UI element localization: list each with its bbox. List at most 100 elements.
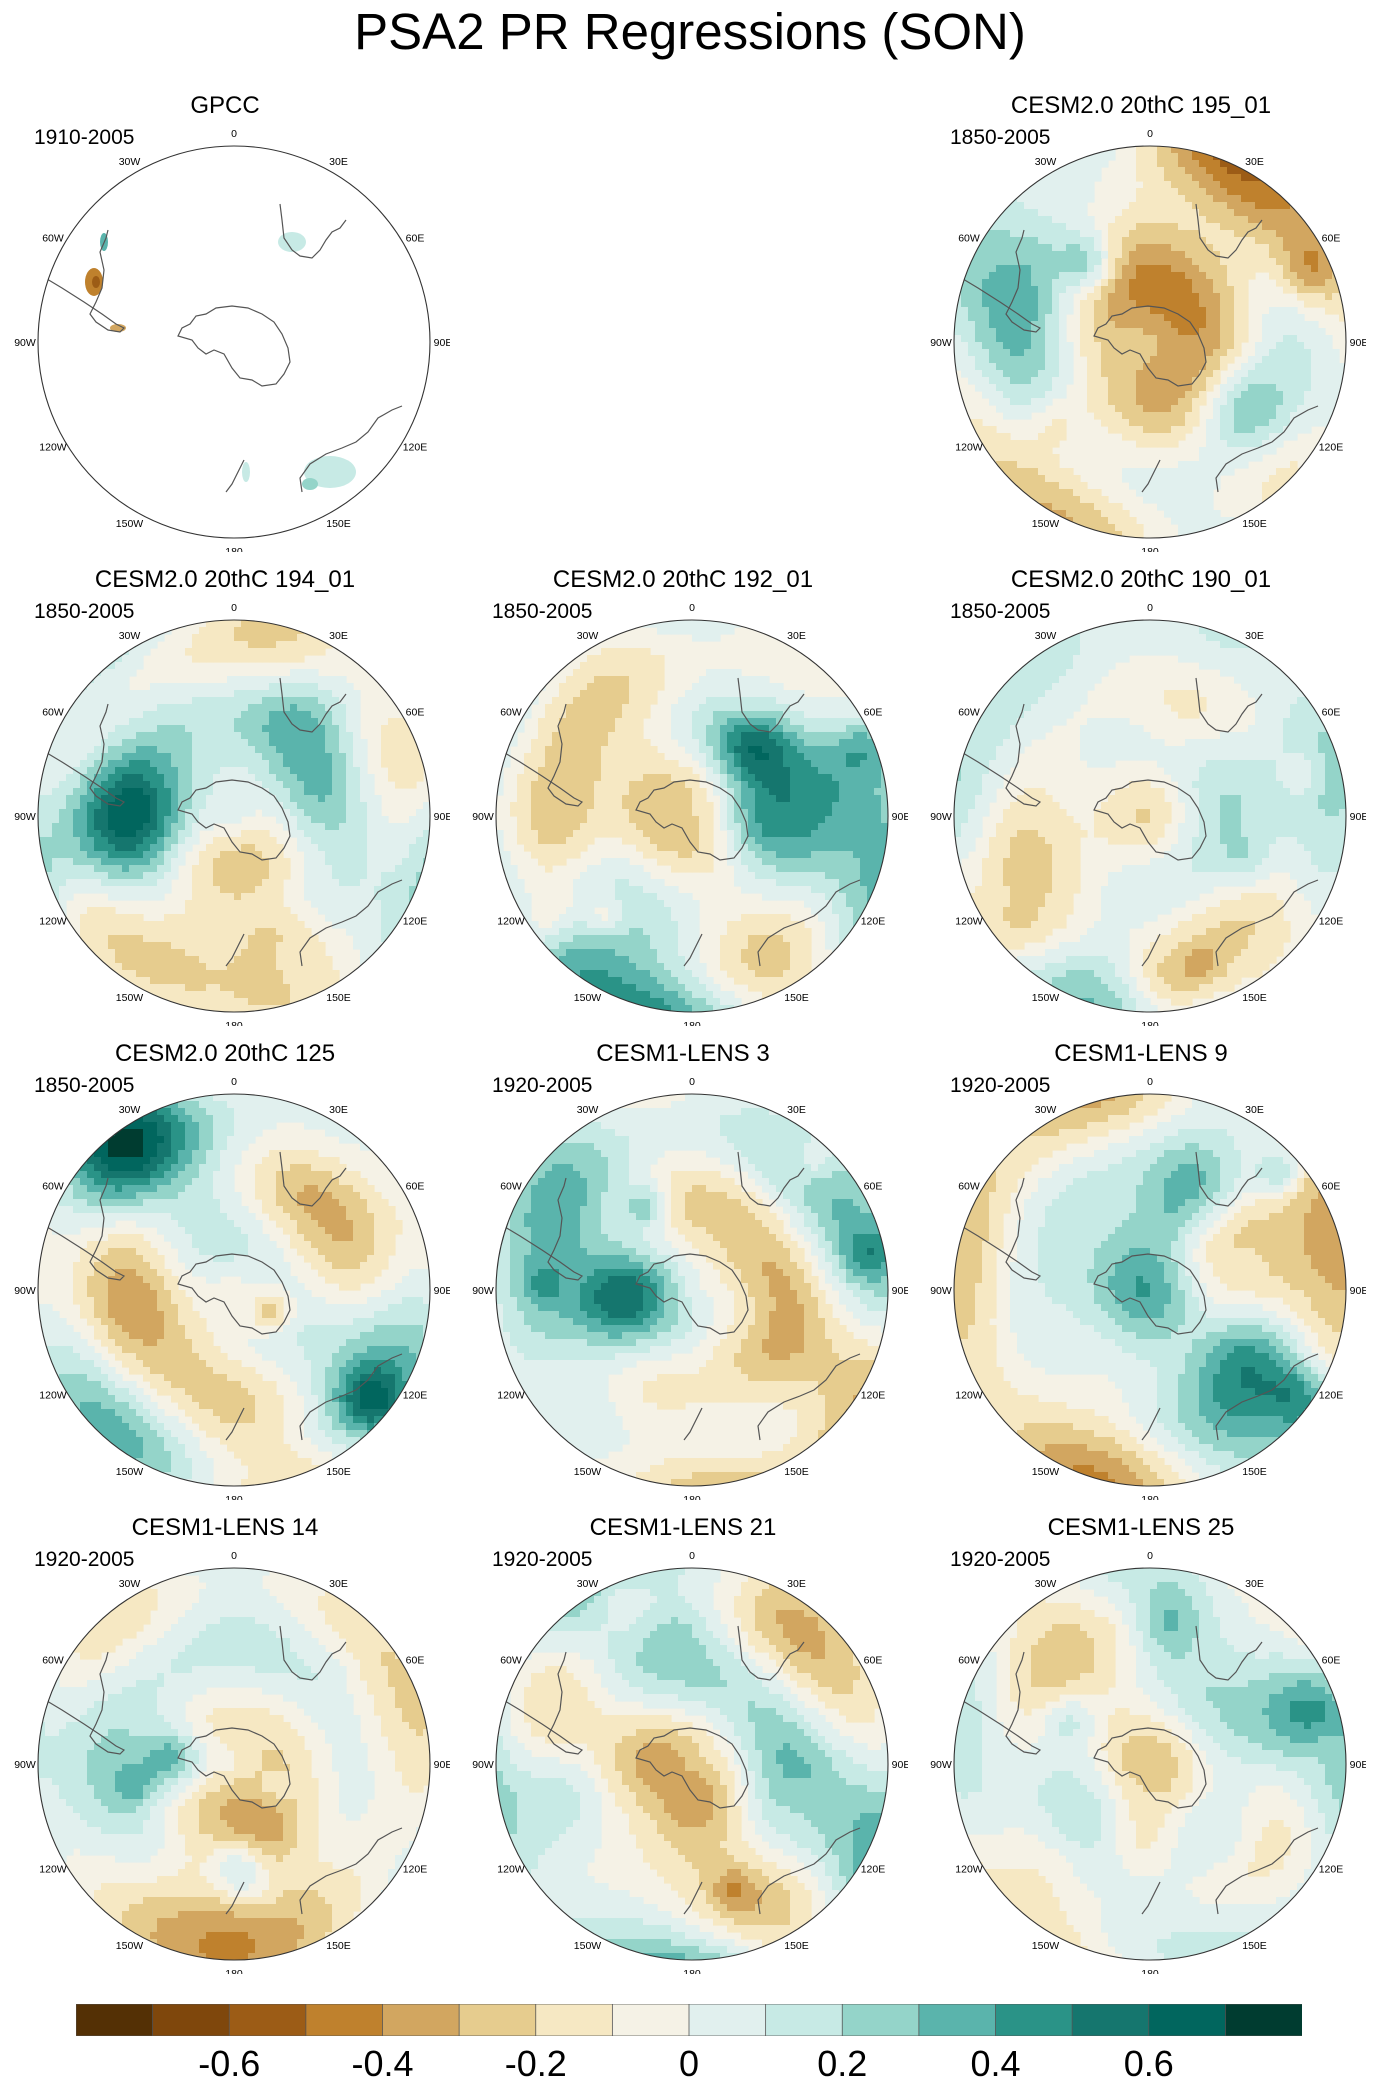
longitude-label: 30W (119, 156, 141, 168)
panel-title: CESM1-LENS 25 (916, 1514, 1366, 1542)
panel-years: 1850-2005 (950, 600, 1050, 624)
polar-map: 0 30E 60E 90E 120E 150E 180 150W 120W 90W 60W 30W (14, 128, 450, 552)
longitude-label: 180 (225, 1968, 243, 1974)
longitude-label: 0 (231, 1550, 237, 1562)
longitude-label: 60E (1322, 1655, 1341, 1667)
longitude-label: 180 (225, 1020, 243, 1026)
longitude-label: 180 (1141, 1968, 1159, 1974)
longitude-label: 0 (1147, 1550, 1153, 1562)
polar-map: 0 30E 60E 90E 120E 150E 180 150W 120W 90W 60W 30W (472, 602, 908, 1026)
longitude-label: 0 (1147, 128, 1153, 140)
longitude-label: 150W (1032, 518, 1060, 530)
polar-map: 0 30E 60E 90E 120E 150E 180 150W 120W 90W 60W 30W (14, 1076, 450, 1500)
longitude-label: 60E (1322, 1181, 1341, 1193)
longitude-label: 120W (955, 1390, 983, 1402)
longitude-label: 60W (42, 707, 64, 719)
longitude-label: 120W (955, 442, 983, 454)
colorbar-swatch (382, 2004, 461, 2036)
colorbar-swatch (152, 2004, 231, 2036)
longitude-label: 180 (1141, 1494, 1159, 1500)
longitude-label: 60E (1322, 233, 1341, 245)
longitude-label: 60E (406, 707, 425, 719)
longitude-label: 60W (500, 1655, 522, 1667)
colorbar-swatch (1071, 2004, 1150, 2036)
longitude-label: 90E (434, 337, 450, 349)
longitude-label: 150E (326, 1940, 351, 1952)
longitude-label: 60E (406, 1181, 425, 1193)
longitude-label: 90W (930, 811, 952, 823)
colorbar-swatch (995, 2004, 1074, 2036)
longitude-label: 150W (1032, 1466, 1060, 1478)
longitude-label: 150E (326, 992, 351, 1004)
colorbar-swatch (611, 2004, 690, 2036)
longitude-label: 90W (472, 1759, 494, 1771)
colorbar-swatch (228, 2004, 307, 2036)
longitude-label: 30E (787, 1578, 806, 1590)
panel-years: 1920-2005 (950, 1074, 1050, 1098)
colorbar-tick-label: -0.2 (505, 2044, 567, 2084)
longitude-label: 150W (574, 1466, 602, 1478)
longitude-label: 60E (406, 1655, 425, 1667)
map-panel: 0 30E 60E 90E 120E 150E 180 150W 120W 90W 60W 30W CE… (916, 1514, 1366, 1974)
longitude-label: 0 (231, 1076, 237, 1088)
map-panel: 0 30E 60E 90E 120E 150E 180 150W 120W 90W 60W 30W CE… (0, 566, 450, 1026)
longitude-label: 30E (1245, 1104, 1264, 1116)
longitude-label: 150W (1032, 992, 1060, 1004)
panel-title: CESM1-LENS 3 (458, 1040, 908, 1068)
longitude-label: 150E (784, 992, 809, 1004)
longitude-label: 120W (497, 916, 525, 928)
longitude-label: 30E (329, 156, 348, 168)
longitude-label: 90E (892, 1285, 908, 1297)
panel-years: 1910-2005 (34, 126, 134, 150)
longitude-label: 60E (1322, 707, 1341, 719)
panel-title: CESM2.0 20thC 190_01 (916, 566, 1366, 594)
longitude-label: 90E (892, 1759, 908, 1771)
longitude-label: 120W (955, 1864, 983, 1876)
map-panel: 0 30E 60E 90E 120E 150E 180 150W 120W 90W 60W 30W CE… (458, 1040, 908, 1500)
longitude-label: 30W (1035, 1104, 1057, 1116)
panel-title: CESM1-LENS 9 (916, 1040, 1366, 1068)
longitude-label: 180 (225, 546, 243, 552)
longitude-label: 150E (1242, 1940, 1267, 1952)
longitude-label: 120E (403, 1390, 428, 1402)
longitude-label: 90W (930, 1285, 952, 1297)
longitude-label: 90E (892, 811, 908, 823)
colorbar-tick-label: -0.4 (351, 2044, 413, 2084)
panel-title: CESM1-LENS 14 (0, 1514, 450, 1542)
longitude-label: 60E (864, 707, 883, 719)
longitude-label: 30W (1035, 156, 1057, 168)
longitude-label: 180 (683, 1494, 701, 1500)
panel-title: GPCC (0, 92, 450, 120)
longitude-label: 90E (434, 811, 450, 823)
map-panel: 0 30E 60E 90E 120E 150E 180 150W 120W 90W 60W 30W GP… (0, 92, 450, 552)
colorbar-swatch (841, 2004, 920, 2036)
longitude-label: 150E (1242, 518, 1267, 530)
longitude-label: 90W (472, 811, 494, 823)
longitude-label: 150W (116, 1466, 144, 1478)
longitude-label: 0 (1147, 602, 1153, 614)
longitude-label: 180 (683, 1020, 701, 1026)
polar-map: 0 30E 60E 90E 120E 150E 180 150W 120W 90W 60W 30W (930, 602, 1366, 1026)
longitude-label: 30E (329, 630, 348, 642)
longitude-label: 150E (1242, 992, 1267, 1004)
longitude-label: 150E (326, 518, 351, 530)
longitude-label: 120E (1319, 442, 1344, 454)
longitude-label: 60W (500, 1181, 522, 1193)
colorbar-tick-label: -0.6 (198, 2044, 260, 2084)
longitude-label: 120E (1319, 916, 1344, 928)
colorbar-swatch (76, 2004, 154, 2036)
longitude-label: 150W (116, 1940, 144, 1952)
longitude-label: 30E (329, 1104, 348, 1116)
longitude-label: 60E (864, 1655, 883, 1667)
longitude-label: 0 (689, 1076, 695, 1088)
colorbar-swatch (305, 2004, 384, 2036)
panel-title: CESM1-LENS 21 (458, 1514, 908, 1542)
map-panel: 0 30E 60E 90E 120E 150E 180 150W 120W 90W 60W 30W CE… (0, 1514, 450, 1974)
panel-title: CESM2.0 20thC 195_01 (916, 92, 1366, 120)
longitude-label: 30E (1245, 156, 1264, 168)
longitude-label: 90W (14, 1285, 36, 1297)
longitude-label: 120E (861, 1864, 886, 1876)
longitude-label: 60W (958, 233, 980, 245)
longitude-label: 150E (326, 1466, 351, 1478)
longitude-label: 150W (116, 518, 144, 530)
